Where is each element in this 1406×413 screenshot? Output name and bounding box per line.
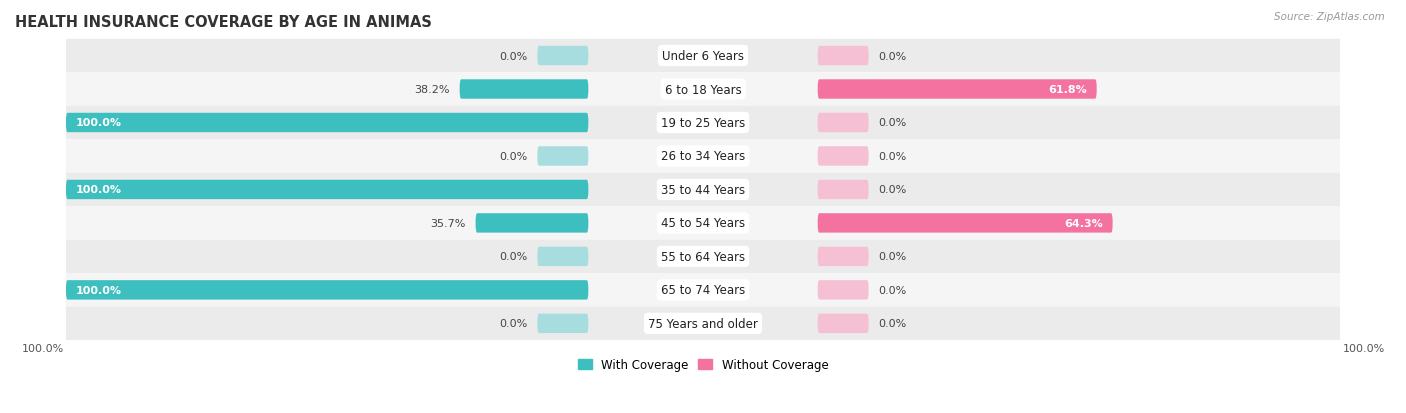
FancyBboxPatch shape (66, 307, 1340, 340)
FancyBboxPatch shape (66, 280, 588, 300)
Text: 0.0%: 0.0% (879, 51, 907, 62)
FancyBboxPatch shape (818, 80, 1097, 100)
FancyBboxPatch shape (537, 314, 588, 333)
Text: 100.0%: 100.0% (76, 285, 121, 295)
FancyBboxPatch shape (66, 273, 1340, 307)
Text: 0.0%: 0.0% (499, 51, 527, 62)
FancyBboxPatch shape (537, 47, 588, 66)
FancyBboxPatch shape (537, 147, 588, 166)
Text: 35 to 44 Years: 35 to 44 Years (661, 183, 745, 197)
Text: 0.0%: 0.0% (879, 318, 907, 329)
Text: 0.0%: 0.0% (879, 252, 907, 262)
FancyBboxPatch shape (818, 280, 869, 300)
FancyBboxPatch shape (66, 173, 1340, 206)
FancyBboxPatch shape (818, 147, 869, 166)
FancyBboxPatch shape (818, 180, 869, 199)
FancyBboxPatch shape (537, 247, 588, 266)
Text: 61.8%: 61.8% (1049, 85, 1087, 95)
Text: 55 to 64 Years: 55 to 64 Years (661, 250, 745, 263)
Text: 0.0%: 0.0% (879, 118, 907, 128)
Text: 0.0%: 0.0% (879, 185, 907, 195)
FancyBboxPatch shape (460, 80, 588, 100)
FancyBboxPatch shape (66, 73, 1340, 107)
FancyBboxPatch shape (818, 47, 869, 66)
Text: 0.0%: 0.0% (499, 252, 527, 262)
Text: 45 to 54 Years: 45 to 54 Years (661, 217, 745, 230)
FancyBboxPatch shape (66, 107, 1340, 140)
FancyBboxPatch shape (818, 114, 869, 133)
Text: 100.0%: 100.0% (21, 343, 63, 353)
FancyBboxPatch shape (66, 206, 1340, 240)
FancyBboxPatch shape (66, 140, 1340, 173)
Text: 100.0%: 100.0% (1343, 343, 1385, 353)
FancyBboxPatch shape (66, 240, 1340, 273)
Text: 35.7%: 35.7% (430, 218, 465, 228)
Text: 26 to 34 Years: 26 to 34 Years (661, 150, 745, 163)
FancyBboxPatch shape (475, 214, 588, 233)
Text: 0.0%: 0.0% (879, 285, 907, 295)
Text: 0.0%: 0.0% (499, 318, 527, 329)
Text: 38.2%: 38.2% (415, 85, 450, 95)
Text: 6 to 18 Years: 6 to 18 Years (665, 83, 741, 96)
Text: 0.0%: 0.0% (879, 152, 907, 161)
Text: 0.0%: 0.0% (499, 152, 527, 161)
Text: Under 6 Years: Under 6 Years (662, 50, 744, 63)
FancyBboxPatch shape (818, 214, 1112, 233)
Legend: With Coverage, Without Coverage: With Coverage, Without Coverage (572, 353, 834, 375)
Text: 19 to 25 Years: 19 to 25 Years (661, 117, 745, 130)
Text: 100.0%: 100.0% (76, 118, 121, 128)
FancyBboxPatch shape (66, 40, 1340, 73)
Text: 100.0%: 100.0% (76, 185, 121, 195)
Text: Source: ZipAtlas.com: Source: ZipAtlas.com (1274, 12, 1385, 22)
Text: HEALTH INSURANCE COVERAGE BY AGE IN ANIMAS: HEALTH INSURANCE COVERAGE BY AGE IN ANIM… (15, 15, 432, 30)
FancyBboxPatch shape (818, 247, 869, 266)
FancyBboxPatch shape (818, 314, 869, 333)
FancyBboxPatch shape (66, 180, 588, 199)
Text: 64.3%: 64.3% (1064, 218, 1104, 228)
Text: 65 to 74 Years: 65 to 74 Years (661, 284, 745, 297)
FancyBboxPatch shape (66, 114, 588, 133)
Text: 75 Years and older: 75 Years and older (648, 317, 758, 330)
